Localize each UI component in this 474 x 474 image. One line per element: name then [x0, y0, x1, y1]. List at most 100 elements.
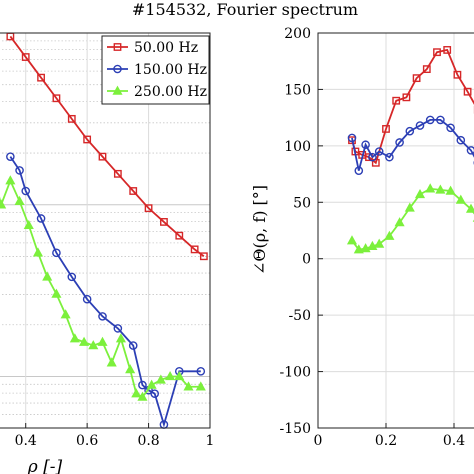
left-series-marker-1	[36, 214, 46, 223]
left-series-marker-1	[21, 186, 31, 196]
left-xlabel: ρ [-]	[27, 457, 63, 474]
right-series-line-2	[351, 187, 474, 251]
right-series-marker-0	[463, 87, 472, 96]
right-series-marker-1	[436, 115, 445, 125]
right-panel: -150 -100 -50 0 50 100 150 200 0 0.2 0.4 ∠Θ(ρ, f) …	[250, 26, 474, 449]
right-series-marker-1	[374, 147, 384, 156]
right-series-marker-1	[385, 152, 394, 162]
right-series-marker-2	[374, 238, 385, 248]
left-series-marker-0	[144, 204, 153, 213]
right-series-marker-1	[347, 133, 357, 143]
left-series-marker-2	[32, 247, 44, 257]
left-series-marker-1	[15, 166, 24, 175]
left-series-marker-0	[98, 152, 107, 161]
right-series-marker-2	[414, 188, 426, 199]
legend-marker-1	[113, 64, 122, 74]
right-y-tick-label: 150	[284, 82, 311, 98]
right-x-tick-label: 0	[314, 433, 323, 449]
left-series-marker-0	[67, 114, 76, 123]
left-series-marker-2	[60, 309, 71, 319]
right-series-marker-0	[453, 70, 462, 79]
left-series-marker-2	[88, 340, 99, 350]
left-series-marker-0	[37, 73, 45, 82]
left-x-tick-label: 0.6	[76, 433, 98, 449]
right-series-marker-1	[415, 121, 425, 130]
left-series-marker-2	[42, 271, 53, 281]
right-series-marker-0	[443, 46, 452, 54]
right-series-marker-2	[346, 235, 358, 245]
right-y-tick-label: -150	[280, 421, 311, 437]
right-series-marker-1	[354, 166, 364, 175]
right-series-marker-0	[402, 93, 411, 102]
right-series-marker-2	[394, 217, 405, 227]
left-series-marker-2	[165, 371, 176, 381]
left-series-marker-2	[195, 381, 206, 391]
right-tick-labels: -150 -100 -50 0 50 100 150 200 0 0.2 0.4	[280, 26, 466, 449]
left-series-marker-0	[52, 94, 61, 103]
right-y-tick-label: 0	[302, 252, 311, 268]
right-series-marker-2	[435, 184, 446, 194]
right-series-marker-1	[361, 140, 370, 150]
left-tick-labels: 0.4 0.6 0.8 1	[15, 423, 215, 449]
right-series-marker-0	[382, 125, 390, 133]
right-series-marker-2	[455, 194, 466, 204]
legend: 50.00 Hz 150.00 Hz 250.00 Hz	[101, 35, 210, 105]
left-series-marker-2	[14, 195, 25, 206]
left-panel: 0.4 0.6 0.8 1 ρ [-] 50.00 Hz 150.00 Hz 250.00…	[0, 32, 215, 474]
left-series-marker-0	[199, 252, 208, 261]
left-x-tick-label: 0.4	[15, 433, 37, 449]
left-series-marker-0	[190, 245, 199, 254]
legend-items: 50.00 Hz 150.00 Hz 250.00 Hz	[107, 40, 207, 100]
left-series-marker-2	[137, 391, 148, 401]
left-x-tick-label: 1	[206, 433, 215, 449]
right-y-tick-label: -100	[280, 365, 311, 381]
left-series-marker-2	[79, 336, 90, 346]
figure-title: #154532, Fourier spectrum	[132, 0, 358, 19]
left-series-marker-1	[196, 367, 206, 376]
left-series-marker-2	[23, 219, 34, 230]
left-series-marker-0	[129, 187, 138, 195]
right-series-marker-1	[395, 138, 404, 147]
right-x-tick-label: 0.2	[375, 433, 397, 449]
right-series-marker-2	[445, 185, 456, 195]
right-series-marker-1	[368, 152, 377, 162]
right-series-marker-0	[412, 74, 421, 83]
left-series-marker-0	[113, 169, 122, 178]
left-series-marker-2	[155, 374, 166, 384]
right-series-marker-1	[456, 135, 466, 145]
left-series-marker-1	[128, 341, 138, 350]
left-axes-frame	[0, 32, 211, 429]
left-series-marker-1	[150, 389, 160, 398]
right-x-tick-label: 0.4	[443, 433, 465, 449]
right-series-line-0	[351, 48, 474, 165]
right-series-marker-2	[384, 230, 395, 240]
left-x-tick-label: 0.8	[137, 433, 159, 449]
left-series-marker-0	[160, 218, 168, 226]
left-series-marker-1	[138, 380, 147, 390]
right-series-marker-0	[422, 65, 431, 74]
left-series-marker-2	[174, 371, 185, 381]
left-series-marker-1	[67, 272, 77, 282]
left-series-marker-2	[0, 199, 7, 209]
right-y-tick-label: 50	[293, 195, 311, 211]
right-series-line-1	[351, 119, 474, 171]
right-y-tick-label: 100	[284, 139, 311, 155]
right-series-marker-2	[425, 183, 436, 193]
legend-label-2: 250.00 Hz	[134, 84, 207, 100]
right-ylabel: ∠Θ(ρ, f) [°]	[250, 185, 269, 275]
left-series-marker-2	[51, 288, 62, 298]
right-axes-frame	[317, 32, 474, 429]
left-series-marker-2	[115, 333, 126, 343]
left-series-marker-2	[106, 357, 117, 367]
right-series-group	[346, 46, 474, 254]
left-series-marker-2	[146, 379, 157, 389]
left-series-marker-0	[83, 135, 92, 144]
left-series-marker-2	[183, 381, 194, 391]
left-series-marker-2	[69, 333, 80, 343]
right-series-marker-2	[404, 202, 415, 212]
left-series-marker-1	[98, 312, 107, 321]
right-series-marker-2	[465, 203, 474, 213]
left-series-marker-2	[97, 336, 108, 346]
legend-label-1: 150.00 Hz	[134, 62, 207, 78]
